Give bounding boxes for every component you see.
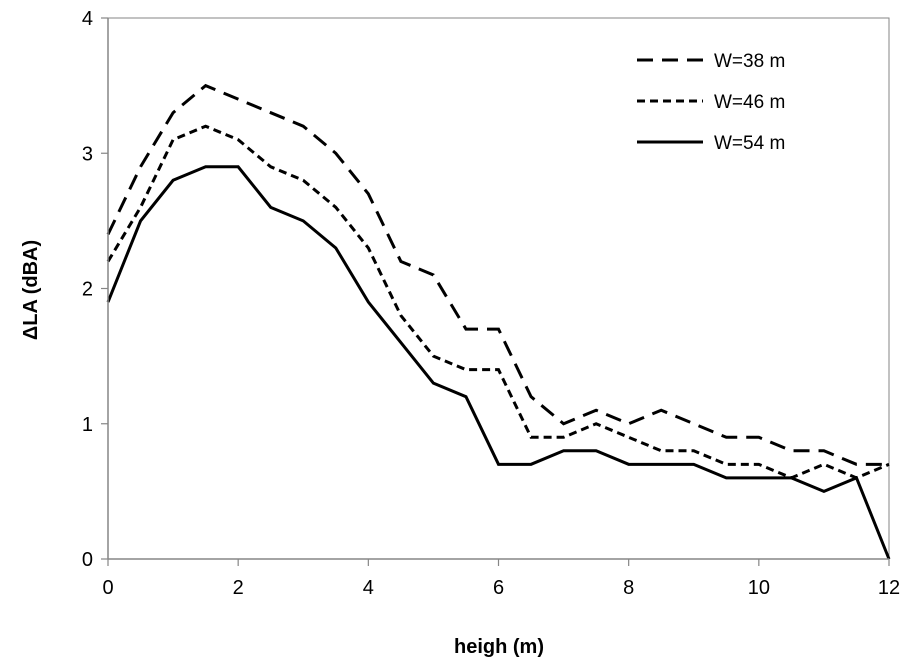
- y-tick-label: 1: [82, 414, 93, 436]
- axis-titles: heigh (m) ΔLA (dBA): [20, 240, 544, 658]
- y-tick-label: 2: [82, 279, 93, 301]
- y-tick-label: 3: [82, 143, 93, 165]
- series-line-3: [106, 165, 891, 560]
- y-tick-label: 0: [82, 549, 93, 571]
- x-tick-label: 0: [102, 577, 113, 599]
- series-line-1: [106, 83, 889, 466]
- x-tick-label: 12: [878, 577, 900, 599]
- y-axis-title: ΔLA (dBA): [20, 240, 42, 340]
- x-axis-title: heigh (m): [454, 636, 544, 658]
- series-line-2: [106, 124, 890, 480]
- legend-label-3: W=54 m: [714, 133, 785, 154]
- y-tick-label: 4: [82, 8, 93, 30]
- x-tick-label: 4: [363, 577, 374, 599]
- x-tick-label: 10: [748, 577, 770, 599]
- x-tick-label: 2: [233, 577, 244, 599]
- x-tick-label: 6: [493, 577, 504, 599]
- legend-label-2: W=46 m: [714, 92, 785, 113]
- legend: W=38 m W=46 m W=54 m: [637, 51, 785, 154]
- series-layer: [106, 83, 891, 560]
- legend-label-1: W=38 m: [714, 51, 785, 72]
- x-tick-label: 8: [623, 577, 634, 599]
